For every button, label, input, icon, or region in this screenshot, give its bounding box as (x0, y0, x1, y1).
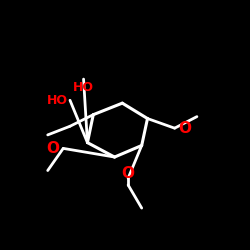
Text: O: O (46, 141, 59, 156)
Text: O: O (122, 166, 134, 181)
Text: O: O (178, 121, 192, 136)
Text: HO: HO (73, 81, 94, 94)
Text: HO: HO (47, 94, 68, 107)
